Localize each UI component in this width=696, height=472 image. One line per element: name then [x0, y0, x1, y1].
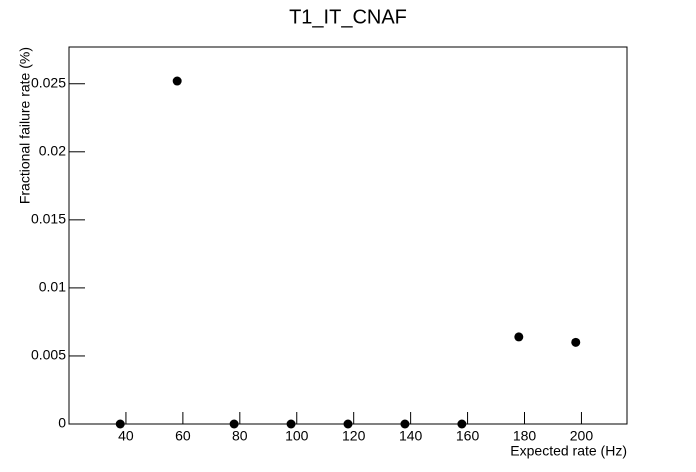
- y-tick-label: 0.02: [39, 143, 66, 159]
- y-tick-label: 0.01: [39, 279, 66, 295]
- y-tick-label: 0.005: [31, 347, 66, 363]
- x-axis-label: Expected rate (Hz): [510, 443, 627, 459]
- y-tick-label: 0.015: [31, 211, 66, 227]
- plot-frame: [68, 46, 628, 425]
- x-tick-label: 180: [513, 428, 537, 444]
- chart-title: T1_IT_CNAF: [289, 6, 407, 28]
- x-tick-label: 160: [456, 428, 480, 444]
- x-tick-label: 120: [342, 428, 366, 444]
- y-tick-label: 0.025: [31, 74, 66, 90]
- y-axis-label: Fractional failure rate (%): [17, 47, 33, 204]
- data-point: [400, 419, 410, 429]
- data-point: [514, 332, 524, 342]
- y-tick-label: 0: [58, 415, 66, 431]
- x-tick-label: 100: [285, 428, 309, 444]
- data-point: [115, 419, 125, 429]
- x-tick-label: 140: [399, 428, 423, 444]
- data-point: [571, 337, 581, 347]
- x-tick-label: 60: [175, 428, 191, 444]
- data-point: [172, 76, 182, 86]
- x-tick-label: 200: [570, 428, 594, 444]
- data-point: [229, 419, 239, 429]
- data-point: [286, 419, 296, 429]
- data-point: [457, 419, 467, 429]
- x-tick-label: 80: [232, 428, 248, 444]
- x-tick-label: 40: [118, 428, 134, 444]
- data-point: [343, 419, 353, 429]
